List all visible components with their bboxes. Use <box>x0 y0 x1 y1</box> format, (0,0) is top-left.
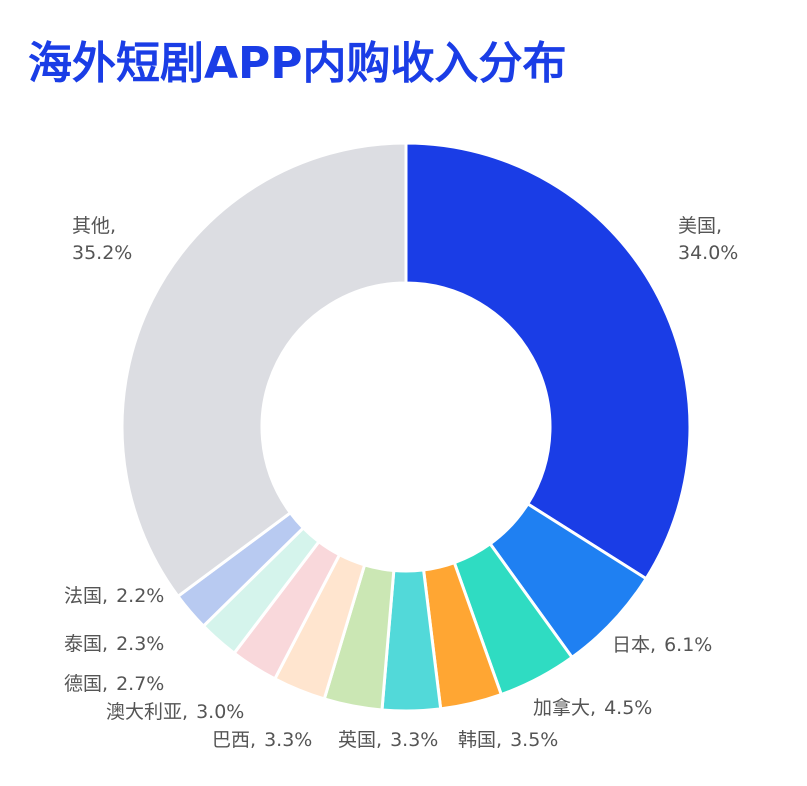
category-name: 法国 <box>64 585 102 607</box>
label-separator: , <box>716 215 722 237</box>
data-label: 加拿大, 4.5% <box>533 696 652 719</box>
value-label: 2.2% <box>116 585 164 607</box>
value-label: 6.1% <box>664 634 712 656</box>
label-separator: , <box>102 673 108 695</box>
category-name: 美国 <box>678 215 716 237</box>
donut-slice <box>404 141 692 581</box>
data-label: 美国, 34.0% <box>678 215 738 264</box>
value-label: 3.0% <box>196 701 244 723</box>
value-label: 34.0% <box>678 242 738 264</box>
category-name: 泰国 <box>64 633 102 655</box>
data-label: 日本, 6.1% <box>612 634 712 656</box>
label-separator: , <box>376 729 382 751</box>
data-label: 巴西, 3.3% <box>212 729 312 751</box>
label-separator: , <box>102 633 108 655</box>
donut-slice <box>120 141 408 599</box>
value-label: 4.5% <box>604 697 652 719</box>
value-label: 3.5% <box>510 729 558 751</box>
data-label: 韩国, 3.5% <box>458 729 558 751</box>
value-label: 35.2% <box>72 242 132 264</box>
category-name: 日本 <box>612 634 650 656</box>
label-separator: , <box>182 701 188 723</box>
value-label: 3.3% <box>264 729 312 751</box>
category-name: 加拿大 <box>533 696 590 719</box>
value-label: 2.7% <box>116 673 164 695</box>
label-separator: , <box>590 697 596 719</box>
label-separator: , <box>102 585 108 607</box>
value-label: 2.3% <box>116 633 164 655</box>
category-name: 韩国 <box>458 729 496 751</box>
category-name: 巴西 <box>212 729 250 751</box>
category-name: 澳大利亚 <box>106 701 182 723</box>
data-label: 其他, 35.2% <box>72 215 132 264</box>
data-label: 法国, 2.2% <box>64 585 164 607</box>
data-label: 德国, 2.7% <box>64 673 164 695</box>
data-label: 泰国, 2.3% <box>64 633 164 655</box>
label-separator: , <box>650 634 656 656</box>
value-label: 3.3% <box>390 729 438 751</box>
label-separator: , <box>496 729 502 751</box>
chart-title: 海外短剧APP内购收入分布 <box>28 38 567 89</box>
data-label: 英国, 3.3% <box>338 729 438 751</box>
category-name: 德国 <box>64 673 102 695</box>
category-name: 英国 <box>338 729 376 751</box>
category-name: 其他 <box>72 215 110 237</box>
label-separator: , <box>250 729 256 751</box>
data-label: 澳大利亚, 3.0% <box>106 701 244 723</box>
label-separator: , <box>110 215 116 237</box>
